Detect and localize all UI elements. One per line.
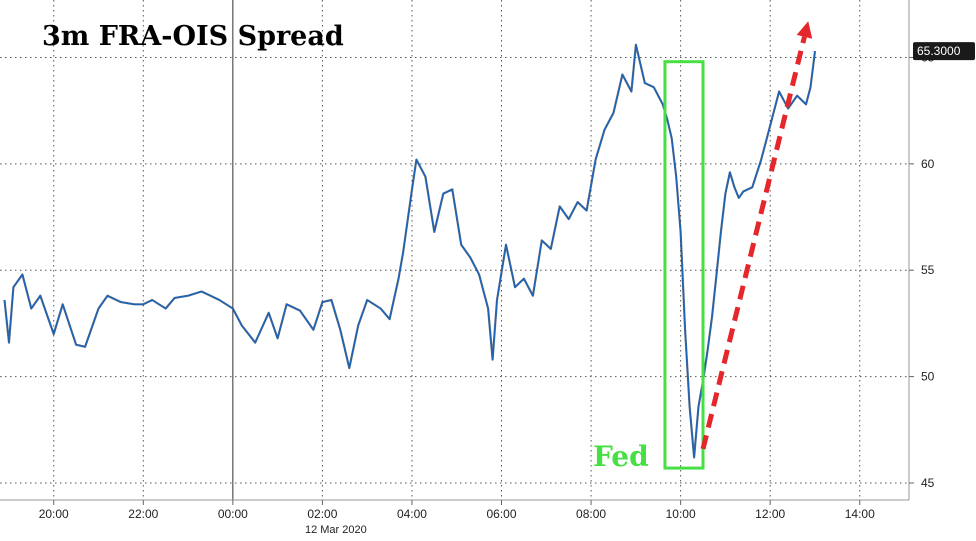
x-tick-label: 10:00 xyxy=(666,507,696,521)
x-tick-label: 02:00 xyxy=(307,507,337,521)
annotation-layer: Fed xyxy=(593,21,813,473)
chart-title: 3m FRA-OIS Spread xyxy=(42,21,344,52)
date-label: 12 Mar 2020 xyxy=(305,524,367,536)
series-line xyxy=(3,43,816,459)
rise-arrow-head xyxy=(796,21,813,39)
fed-highlight-box xyxy=(663,60,705,470)
x-tick-label: 20:00 xyxy=(39,507,69,521)
x-tick-label: 08:00 xyxy=(576,507,606,521)
series-layer xyxy=(3,43,817,459)
x-tick-label: 04:00 xyxy=(397,507,427,521)
horizontal-gridlines xyxy=(0,56,909,484)
last-value-badge: 65.3000 xyxy=(913,42,975,61)
y-tick-label: 45 xyxy=(921,476,935,490)
y-tick-label: 60 xyxy=(921,157,935,171)
x-tick-label: 06:00 xyxy=(487,507,517,521)
last-value-background xyxy=(913,42,975,61)
x-tick-label: 22:00 xyxy=(128,507,158,521)
x-tick-label: 00:00 xyxy=(218,507,248,521)
y-tick-label: 50 xyxy=(921,370,935,384)
fed-label: Fed xyxy=(593,440,649,473)
x-tick-label: 12:00 xyxy=(755,507,785,521)
x-tick-label: 14:00 xyxy=(845,507,875,521)
last-value-label: 65.3000 xyxy=(917,44,961,58)
y-tick-label: 55 xyxy=(921,263,935,277)
rise-arrow-shaft xyxy=(700,36,807,450)
x-axis-ticks: 20:00 22:00 00:00 02:00 04:00 06:00 08:00 10:00… xyxy=(39,500,875,521)
